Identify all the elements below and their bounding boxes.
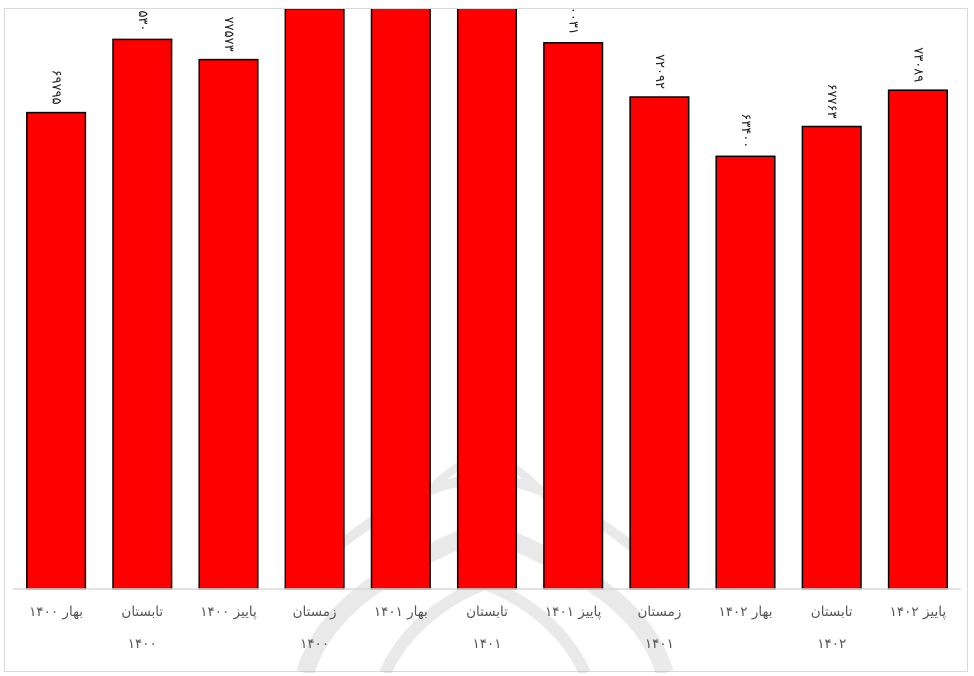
- bar: [284, 9, 345, 590]
- bar: [715, 155, 776, 590]
- category-label: بهار ۱۴۰۱: [374, 604, 428, 620]
- category-label: تابستان: [121, 604, 163, 620]
- category-label: زمستان: [637, 604, 681, 620]
- bar: [543, 42, 604, 590]
- category-label: پاییز ۱۴۰۲: [890, 604, 947, 620]
- category-label: ۱۴۰۱: [645, 636, 674, 652]
- data-label: ۷۲۰۹۲: [652, 54, 667, 89]
- category-label: ۱۴۰۲: [817, 636, 846, 652]
- bar: [887, 89, 948, 590]
- category-label: بهار ۱۴۰۰: [29, 604, 83, 620]
- data-label: ۶۳۴۰۰: [738, 113, 753, 148]
- data-label: ۶۷۷۶۳: [824, 84, 839, 119]
- bar: [370, 9, 431, 590]
- category-label: ۱۴۰۰: [300, 636, 329, 652]
- category-label: پاییز ۱۴۰۱: [545, 604, 602, 620]
- bar: [112, 38, 173, 590]
- data-label: ۶۹۷۹۵: [49, 70, 64, 105]
- category-label: ۱۴۰۰: [128, 636, 157, 652]
- data-label: ۷۷۵۷۳: [221, 17, 236, 52]
- category-label: زمستان: [293, 604, 337, 620]
- category-label: پاییز ۱۴۰۰: [200, 604, 257, 620]
- category-label: بهار ۱۴۰۲: [719, 604, 773, 620]
- bar: [26, 111, 87, 590]
- bar: [801, 125, 862, 590]
- data-label: ۷۳۰۸۹: [910, 47, 925, 82]
- bar: [629, 96, 690, 590]
- category-label: ۱۴۰۱: [472, 636, 501, 652]
- data-label: ۸۰۰۳۱: [566, 9, 581, 35]
- category-label: تابستان: [466, 604, 508, 620]
- bar: [198, 58, 259, 590]
- bar-chart: ۶۹۷۹۵۸۰۵۳۰۷۷۵۷۳۸۵۰۳۰۹۳۷۰۹۸۸۵۰۶۸۰۰۳۱۷۲۰۹۲…: [13, 9, 961, 673]
- category-label: تابستان: [811, 604, 853, 620]
- bar: [456, 9, 518, 590]
- chart-frame: ۶۹۷۹۵۸۰۵۳۰۷۷۵۷۳۸۵۰۳۰۹۳۷۰۹۸۸۵۰۶۸۰۰۳۱۷۲۰۹۲…: [4, 8, 968, 673]
- data-label: ۸۰۵۳۰: [135, 9, 150, 31]
